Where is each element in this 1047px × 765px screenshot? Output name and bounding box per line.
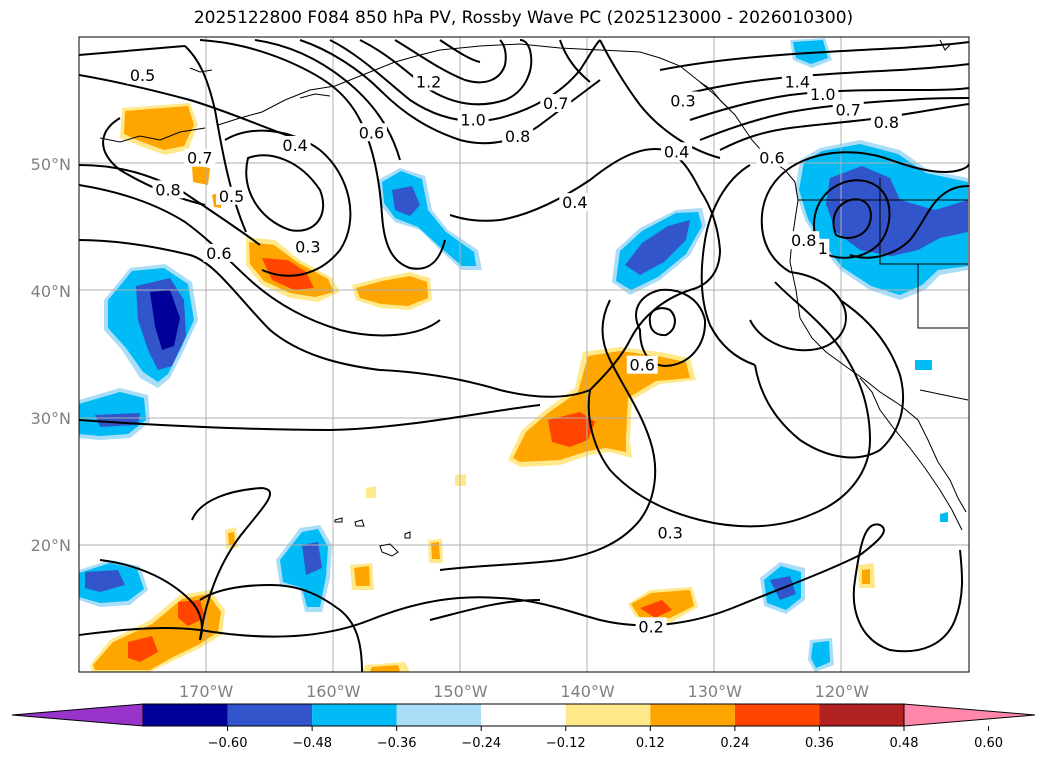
colorbar-tick-label: 0.60 <box>974 736 1003 751</box>
colorbar-tick-label: −0.48 <box>292 736 332 751</box>
lon-tick-label: 130°W <box>688 682 743 701</box>
contour-label-bg <box>540 94 572 113</box>
contour-label-bg <box>654 523 686 542</box>
contour-label-bg <box>870 113 902 132</box>
contour-label: 0.2 <box>638 617 663 636</box>
contour-label: 0.8 <box>874 113 899 132</box>
map-frame <box>78 36 970 673</box>
lat-tick-label: 30°N <box>31 409 71 428</box>
longitude-tick-labels: 170°W 160°W 150°W 140°W 130°W 120°W <box>179 682 869 701</box>
colorbar-segment <box>565 704 651 726</box>
contour-label-bg <box>279 135 311 154</box>
contour-label: 0.3 <box>657 523 682 542</box>
colorbar-segment <box>227 704 313 726</box>
colorbar-segment <box>650 704 735 726</box>
colorbar-tick-label: −0.36 <box>377 736 417 751</box>
colorbar-tick-label: −0.60 <box>208 736 248 751</box>
map-panel: 0.5 0.8 0.7 0.5 0.6 0.4 0.3 0.6 1.2 1.0 0.8 0.7 0.4 0… <box>78 36 970 673</box>
contour-label-bg <box>355 123 387 142</box>
contour-label-bg <box>635 617 667 636</box>
colorbar-segment <box>396 704 482 726</box>
contour-label-bg <box>626 355 658 374</box>
map-gridlines <box>79 37 969 672</box>
colorbar-segment <box>819 704 904 726</box>
contour-label-bg <box>152 180 184 199</box>
latitude-tick-labels: 20°N 30°N 40°N 50°N <box>31 155 71 555</box>
contour-label: 0.3 <box>295 238 320 257</box>
contour-label-bg <box>203 243 235 262</box>
lon-tick-label: 120°W <box>815 682 870 701</box>
contour-label-bg <box>756 148 788 167</box>
contour-label-bg <box>216 186 248 205</box>
contour-label-bg <box>816 238 830 257</box>
contour-label-bg <box>807 85 839 104</box>
contour-label: 1.2 <box>416 72 441 91</box>
lat-tick-label: 40°N <box>31 282 71 301</box>
colorbar-extend-min <box>11 703 144 727</box>
colorbar: −0.60 −0.48 −0.36 −0.24 −0.12 0.12 0.24 0.36 0.4… <box>11 703 1036 751</box>
lon-tick-label: 160°W <box>306 682 361 701</box>
coastlines <box>99 39 969 557</box>
contour-label: 0.8 <box>155 180 180 199</box>
contour-label-bg <box>832 100 864 119</box>
contour-label-bg <box>413 72 445 91</box>
contour-label-bg <box>559 193 591 212</box>
contour-label: 0.5 <box>219 187 244 206</box>
contour-label-bg <box>781 72 813 91</box>
contour-label-bg <box>788 231 820 250</box>
contour-label: 0.6 <box>759 149 784 168</box>
pv-contours <box>79 39 969 672</box>
colorbar-tick-label: 0.48 <box>890 736 919 751</box>
contour-label: 0.4 <box>282 136 307 155</box>
colorbar-segment <box>143 704 228 726</box>
contour-label: 0.6 <box>206 244 231 263</box>
contour-labels: 0.5 0.8 0.7 0.5 0.6 0.4 0.3 0.6 1.2 1.0 0.8 0.7 0.4 0… <box>127 66 902 636</box>
colorbar-tick-label: 0.12 <box>636 736 665 751</box>
colorbar-segment <box>312 704 397 726</box>
colorbar-extend-max <box>903 703 1036 727</box>
contour-label-bg <box>127 66 159 85</box>
lat-tick-label: 50°N <box>31 155 71 174</box>
lon-tick-label: 140°W <box>560 682 615 701</box>
lon-tick-label: 150°W <box>433 682 488 701</box>
contour-label: 0.6 <box>630 356 655 375</box>
contour-label: 0.5 <box>130 66 155 85</box>
colorbar-tick-label: 0.36 <box>805 736 834 751</box>
contour-label: 0.4 <box>562 193 587 212</box>
contour-label: 0.6 <box>359 123 384 142</box>
contour-label: 1.0 <box>460 111 485 130</box>
contour-label: 0.7 <box>543 94 568 113</box>
contour-label-bg <box>661 142 693 161</box>
contour-label: 0.7 <box>187 149 212 168</box>
colorbar-tick-label: −0.12 <box>546 736 586 751</box>
contour-label: 0.8 <box>505 127 530 146</box>
contour-label: 0.8 <box>791 231 816 250</box>
colorbar-tick-label: 0.24 <box>720 736 749 751</box>
contour-label-bg <box>292 237 324 256</box>
lon-tick-label: 170°W <box>179 682 234 701</box>
contour-label: 1.4 <box>785 72 810 91</box>
contour-label-bg <box>457 110 489 129</box>
contour-label-bg <box>502 127 534 146</box>
contour-label: 0.7 <box>835 100 860 119</box>
contour-label: 0.3 <box>670 92 695 111</box>
positive-pv-shading <box>90 103 875 672</box>
colorbar-segment <box>481 704 566 726</box>
contour-label: 0.4 <box>664 142 689 161</box>
colorbar-segment <box>734 704 820 726</box>
contour-label-bg <box>184 148 216 167</box>
colorbar-tick-label: −0.24 <box>461 736 501 751</box>
contour-label: 1.0 <box>810 85 835 104</box>
contour-label: 1 <box>818 239 828 258</box>
figure-title: 2025122800 F084 850 hPa PV, Rossby Wave … <box>193 8 854 28</box>
colorbar-frame <box>142 703 905 727</box>
lat-tick-label: 20°N <box>31 536 71 555</box>
contour-label-bg <box>667 91 699 110</box>
